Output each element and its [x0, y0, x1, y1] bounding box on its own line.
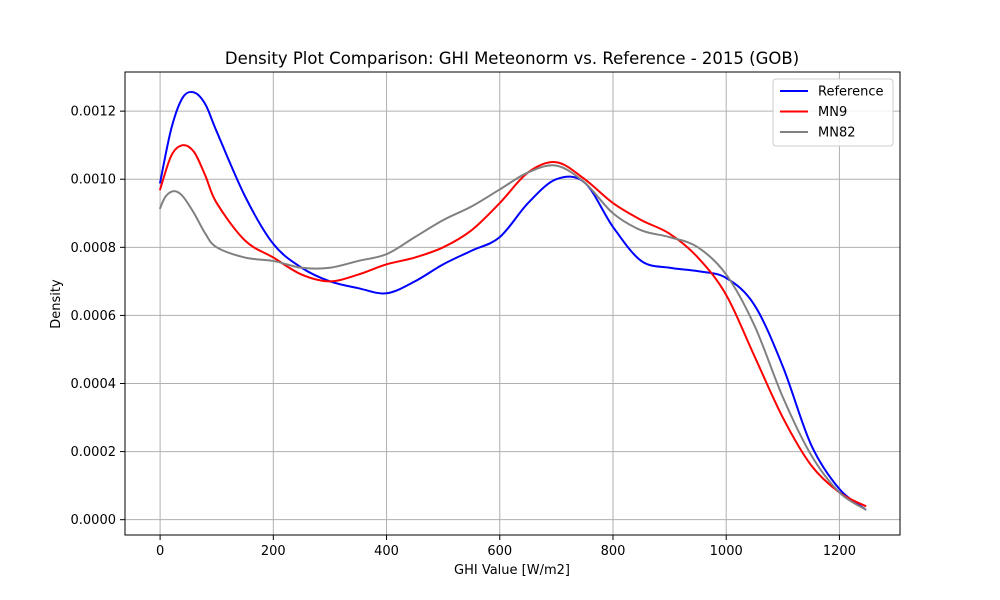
series-line-mn82 — [159, 164, 867, 511]
x-tick-label: 1200 — [823, 544, 856, 559]
legend-label: Reference — [818, 85, 883, 100]
y-axis-label: Density — [49, 279, 64, 329]
x-tick-label: 0 — [156, 544, 164, 559]
y-tick-label: 0.0010 — [71, 173, 117, 188]
x-tick-label: 400 — [374, 544, 399, 559]
plot-frame — [124, 71, 901, 536]
legend-label: MN82 — [818, 126, 855, 141]
x-axis-label: GHI Value [W/m2] — [454, 563, 570, 578]
legend-box — [772, 78, 894, 147]
chart-title: Density Plot Comparison: GHI Meteonorm v… — [225, 49, 799, 68]
legend-label: MN9 — [818, 105, 847, 120]
series-line-mn9 — [159, 144, 867, 508]
y-tick-label: 0.0006 — [71, 309, 117, 324]
y-tick-label: 0.0012 — [71, 105, 117, 120]
legend: Reference MN9 MN82 — [772, 78, 894, 147]
series-layer — [159, 90, 867, 511]
x-tick-label: 200 — [261, 544, 286, 559]
x-tick-label: 800 — [601, 544, 626, 559]
x-tick-label: 600 — [487, 544, 512, 559]
y-tick-label: 0.0008 — [71, 241, 117, 256]
y-tick-label: 0.0004 — [71, 377, 117, 392]
x-tick-label: 1000 — [710, 544, 743, 559]
series-line-reference — [159, 90, 867, 511]
y-tick-label: 0.0002 — [71, 445, 117, 460]
tick-layer: 0 200 400 600 800 1000 1200 0.0000 0.0002 0.0004 0… — [71, 105, 856, 559]
y-tick-label: 0.0000 — [71, 513, 117, 528]
